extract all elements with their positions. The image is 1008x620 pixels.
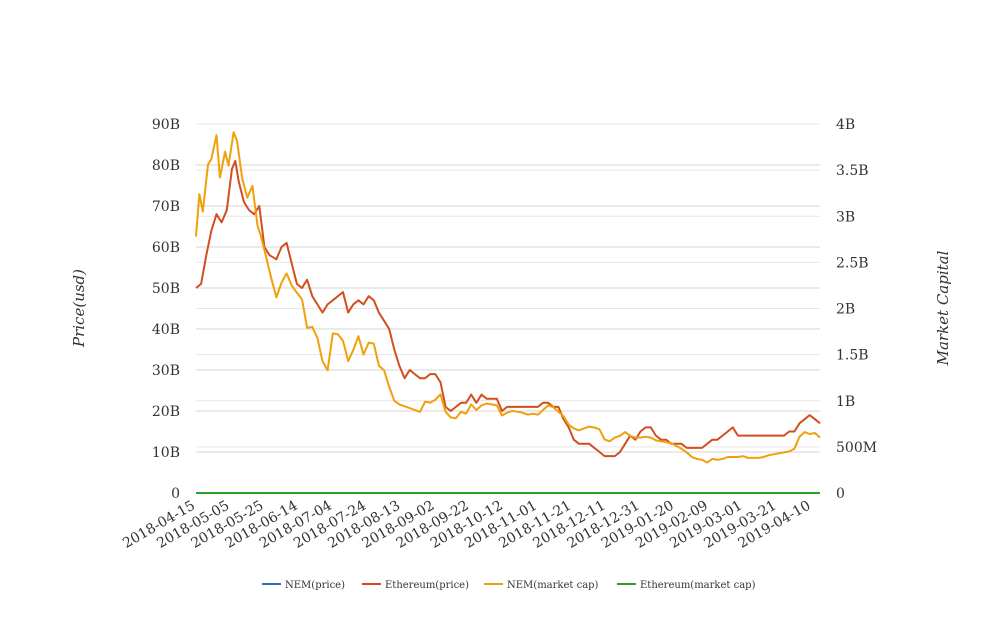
legend-label: NEM(price) <box>285 580 345 591</box>
y2-axis-title: Market Capital <box>934 250 952 366</box>
legend-label: Ethereum(market cap) <box>640 580 756 591</box>
y2-tick-label: 2B <box>836 302 855 318</box>
y2-tick-label: 4B <box>836 117 855 133</box>
y-tick-label: 10B <box>152 445 180 461</box>
series-line <box>195 131 821 464</box>
y2-tick-label: 3.5B <box>836 163 869 179</box>
y-tick-label: 70B <box>152 199 180 215</box>
gridlines <box>196 123 820 494</box>
y2-tick-label: 1B <box>836 394 855 410</box>
y-tick-label: 40B <box>152 322 180 338</box>
x-axis: 2018-04-152018-05-052018-05-252018-06-14… <box>120 498 813 552</box>
legend: NEM(price) Ethereum(price) NEM(market cap)… <box>262 580 756 591</box>
y-tick-label: 50B <box>152 281 180 297</box>
y-tick-label: 20B <box>152 404 180 420</box>
series-lines <box>195 131 821 494</box>
left-axis: 0 10B 20B 30B 40B 50B 60B 70B 80B 90B <box>152 117 180 502</box>
y-tick-label: 0 <box>171 486 180 502</box>
y-tick-label: 90B <box>152 117 180 133</box>
y-tick-label: 30B <box>152 363 180 379</box>
y2-tick-label: 2.5B <box>836 255 869 271</box>
y-axis-title: Price(usd) <box>70 269 88 348</box>
right-axis: 0 500M 1B 1.5B 2B 2.5B 3B 3.5B 4B <box>836 117 877 502</box>
y-tick-label: 80B <box>152 158 180 174</box>
y-tick-label: 60B <box>152 240 180 256</box>
y2-tick-label: 500M <box>836 440 877 456</box>
legend-label: NEM(market cap) <box>507 580 599 591</box>
legend-label: Ethereum(price) <box>385 580 469 591</box>
series-line <box>195 159 821 458</box>
y2-tick-label: 3B <box>836 209 855 225</box>
y2-tick-label: 0 <box>836 486 845 502</box>
y2-tick-label: 1.5B <box>836 348 869 364</box>
